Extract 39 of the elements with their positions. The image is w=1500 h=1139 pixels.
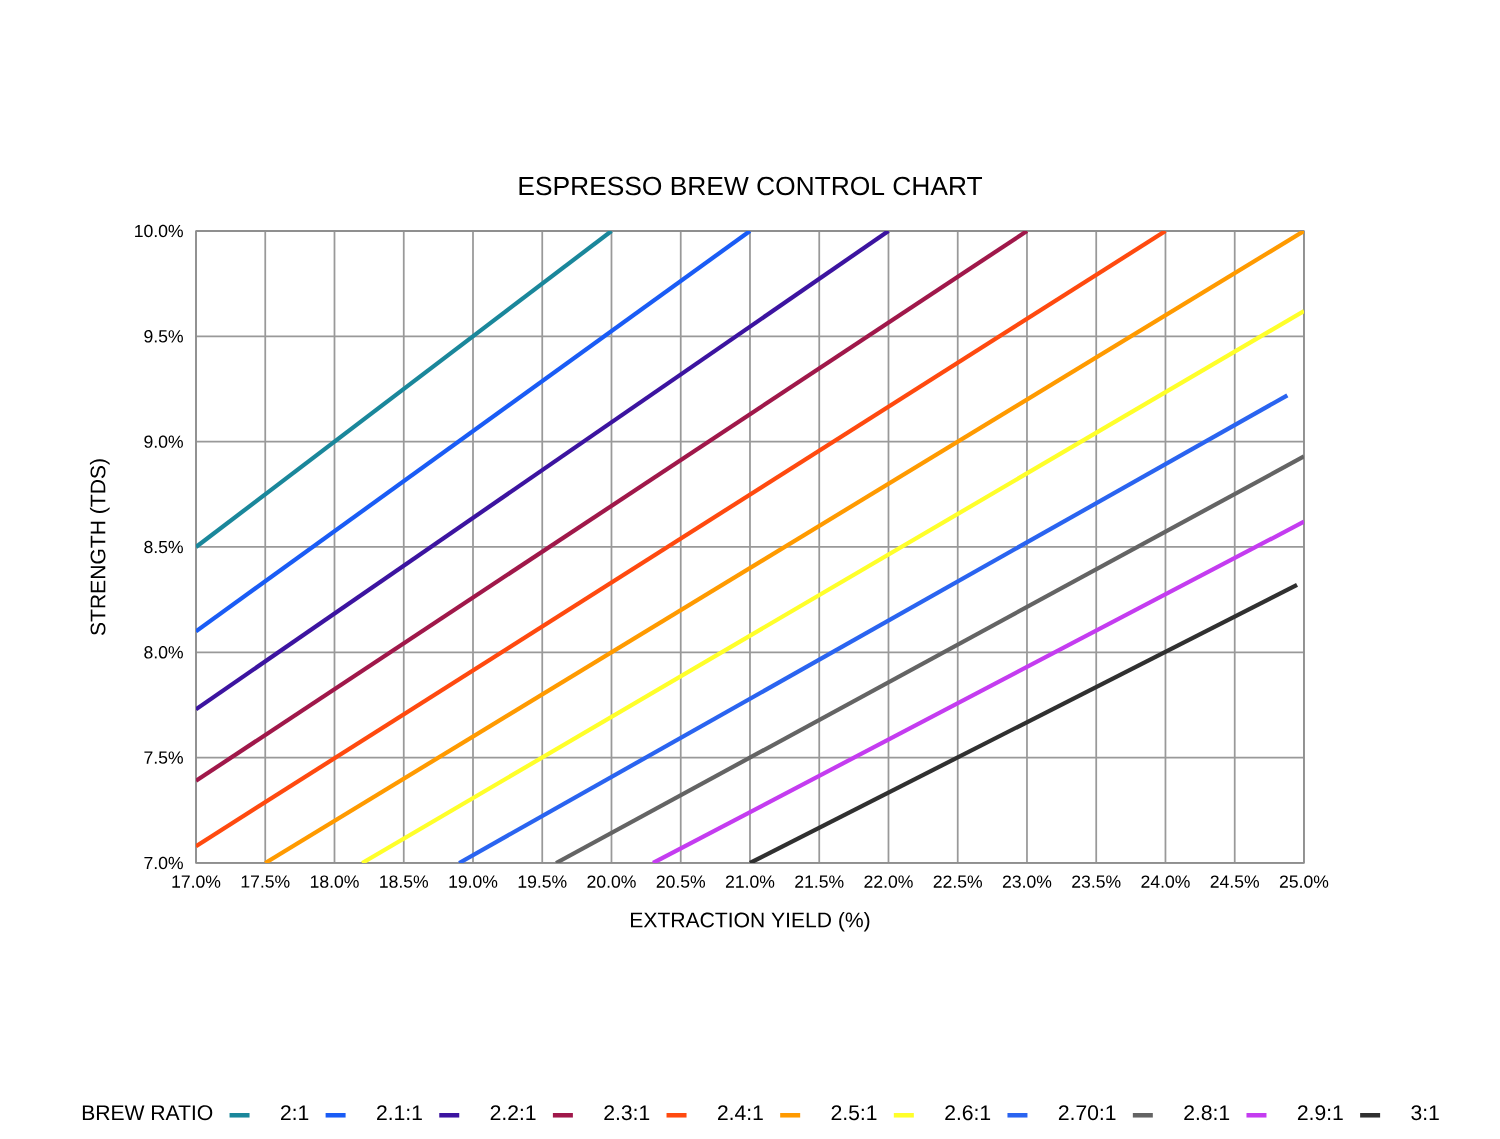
x-tick-label: 18.5% xyxy=(380,875,429,888)
x-axis-title: EXTRACTION YIELD (%) xyxy=(631,911,870,932)
x-tick-label: 22.0% xyxy=(864,875,913,888)
x-tick-label: 20.5% xyxy=(656,875,706,888)
legend-label: 2.2:1 xyxy=(490,1105,536,1120)
x-tick-label: 17.5% xyxy=(241,875,290,888)
x-tick-label: 20.0% xyxy=(587,875,636,888)
legend-label: 2.5:1 xyxy=(831,1105,877,1121)
legend-label: 2.8:1 xyxy=(1184,1105,1230,1121)
x-tick-label: 18.0% xyxy=(310,875,359,888)
legend-label: 2.1:1 xyxy=(377,1105,422,1120)
x-tick-label: 22.5% xyxy=(933,875,982,888)
y-tick-label: 7.0% xyxy=(144,856,183,870)
x-tick-label: 19.5% xyxy=(518,875,567,888)
legend-label: 2.9:1 xyxy=(1297,1105,1343,1121)
y-tick-label: 7.5% xyxy=(144,751,183,764)
x-tick-label: 25.0% xyxy=(1279,875,1329,888)
x-tick-label: 21.5% xyxy=(795,875,844,888)
x-tick-label: 21.0% xyxy=(725,875,775,888)
legend-label: 2.3:1 xyxy=(604,1105,650,1121)
y-tick-label: 9.0% xyxy=(144,435,183,448)
y-tick-label: 8.0% xyxy=(144,645,183,659)
x-tick-label: 24.5% xyxy=(1210,875,1259,888)
legend-label: 2.4:1 xyxy=(717,1105,763,1120)
y-tick-label: 9.5% xyxy=(144,329,183,343)
x-tick-label: 19.0% xyxy=(449,875,498,888)
x-tick-label: 23.5% xyxy=(1072,875,1121,888)
legend-label: 3:1 xyxy=(1411,1105,1439,1121)
legend-label: 2:1 xyxy=(280,1105,309,1120)
y-tick-label: 8.5% xyxy=(144,540,183,554)
chart-title: ESPRESSO BREW CONTROL CHART xyxy=(519,176,983,196)
x-tick-label: 17.0% xyxy=(172,875,221,888)
x-tick-label: 24.0% xyxy=(1141,875,1190,888)
legend-title: BREW RATIO xyxy=(82,1105,213,1121)
legend-label: 2.6:1 xyxy=(945,1105,991,1121)
x-tick-label: 23.0% xyxy=(1002,875,1052,888)
y-tick-label: 10.0% xyxy=(135,224,183,238)
y-axis-title: STRENGTH (TDS) xyxy=(89,459,110,635)
legend-label: 2.70:1 xyxy=(1058,1105,1116,1121)
